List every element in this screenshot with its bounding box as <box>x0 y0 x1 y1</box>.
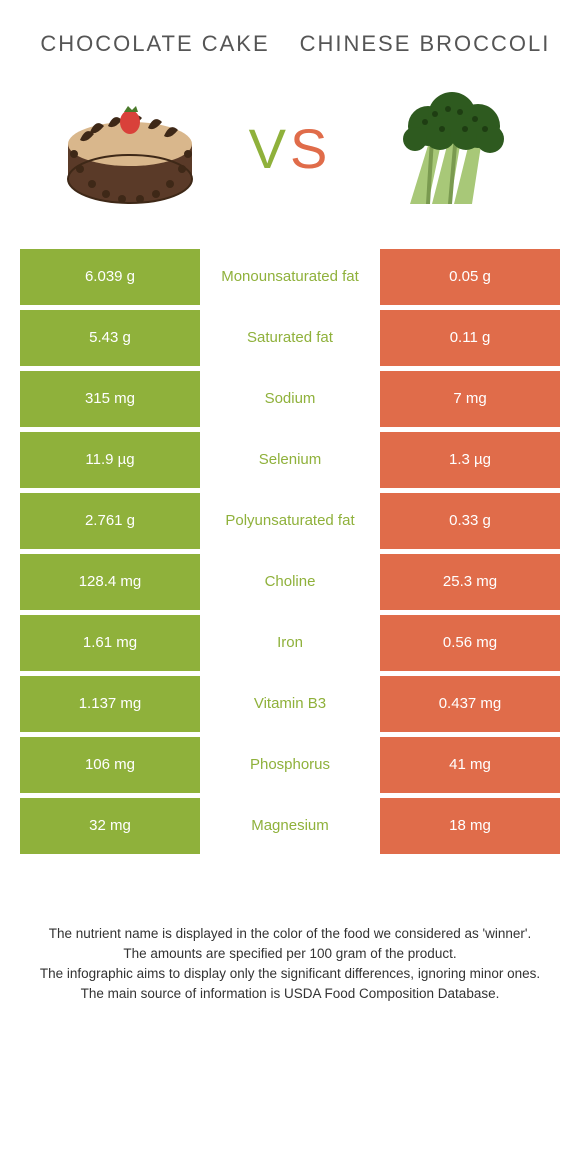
left-value: 2.761 g <box>20 493 200 549</box>
nutrient-name: Magnesium <box>200 798 380 854</box>
comparison-row: 128.4 mgCholine25.3 mg <box>20 554 560 610</box>
left-value: 128.4 mg <box>20 554 200 610</box>
nutrient-name: Polyunsaturated fat <box>200 493 380 549</box>
left-value: 315 mg <box>20 371 200 427</box>
comparison-row: 106 mgPhosphorus41 mg <box>20 737 560 793</box>
comparison-table: 6.039 gMonounsaturated fat0.05 g5.43 gSa… <box>20 249 560 854</box>
nutrient-name: Selenium <box>200 432 380 488</box>
nutrient-name: Sodium <box>200 371 380 427</box>
header: CHOCOLATE CAKE CHINESE BROCCOLI <box>20 30 560 59</box>
right-value: 41 mg <box>380 737 560 793</box>
left-value: 11.9 µg <box>20 432 200 488</box>
vs-s: S <box>290 117 331 180</box>
right-value: 25.3 mg <box>380 554 560 610</box>
right-value: 0.33 g <box>380 493 560 549</box>
nutrient-name: Iron <box>200 615 380 671</box>
left-value: 5.43 g <box>20 310 200 366</box>
comparison-row: 2.761 gPolyunsaturated fat0.33 g <box>20 493 560 549</box>
right-value: 1.3 µg <box>380 432 560 488</box>
comparison-row: 32 mgMagnesium18 mg <box>20 798 560 854</box>
comparison-row: 11.9 µgSelenium1.3 µg <box>20 432 560 488</box>
left-food-title: CHOCOLATE CAKE <box>20 30 290 59</box>
right-value: 0.05 g <box>380 249 560 305</box>
vs-v: V <box>249 117 290 180</box>
chocolate-cake-icon <box>50 84 210 214</box>
comparison-row: 315 mgSodium7 mg <box>20 371 560 427</box>
footer-notes: The nutrient name is displayed in the co… <box>20 924 560 1005</box>
left-value: 106 mg <box>20 737 200 793</box>
chinese-broccoli-icon <box>370 84 530 214</box>
comparison-row: 1.137 mgVitamin B30.437 mg <box>20 676 560 732</box>
left-value: 32 mg <box>20 798 200 854</box>
right-value: 0.11 g <box>380 310 560 366</box>
right-value: 0.56 mg <box>380 615 560 671</box>
vs-label: VS <box>249 116 332 181</box>
comparison-row: 6.039 gMonounsaturated fat0.05 g <box>20 249 560 305</box>
nutrient-name: Choline <box>200 554 380 610</box>
nutrient-name: Vitamin B3 <box>200 676 380 732</box>
footer-line: The nutrient name is displayed in the co… <box>30 924 550 944</box>
right-value: 0.437 mg <box>380 676 560 732</box>
right-value: 18 mg <box>380 798 560 854</box>
hero-row: VS <box>20 84 560 214</box>
left-value: 6.039 g <box>20 249 200 305</box>
nutrient-name: Monounsaturated fat <box>200 249 380 305</box>
footer-line: The amounts are specified per 100 gram o… <box>30 944 550 964</box>
nutrient-name: Phosphorus <box>200 737 380 793</box>
footer-line: The infographic aims to display only the… <box>30 964 550 984</box>
footer-line: The main source of information is USDA F… <box>30 984 550 1004</box>
left-value: 1.61 mg <box>20 615 200 671</box>
comparison-row: 1.61 mgIron0.56 mg <box>20 615 560 671</box>
right-value: 7 mg <box>380 371 560 427</box>
comparison-row: 5.43 gSaturated fat0.11 g <box>20 310 560 366</box>
left-value: 1.137 mg <box>20 676 200 732</box>
right-food-title: CHINESE BROCCOLI <box>290 30 560 59</box>
nutrient-name: Saturated fat <box>200 310 380 366</box>
